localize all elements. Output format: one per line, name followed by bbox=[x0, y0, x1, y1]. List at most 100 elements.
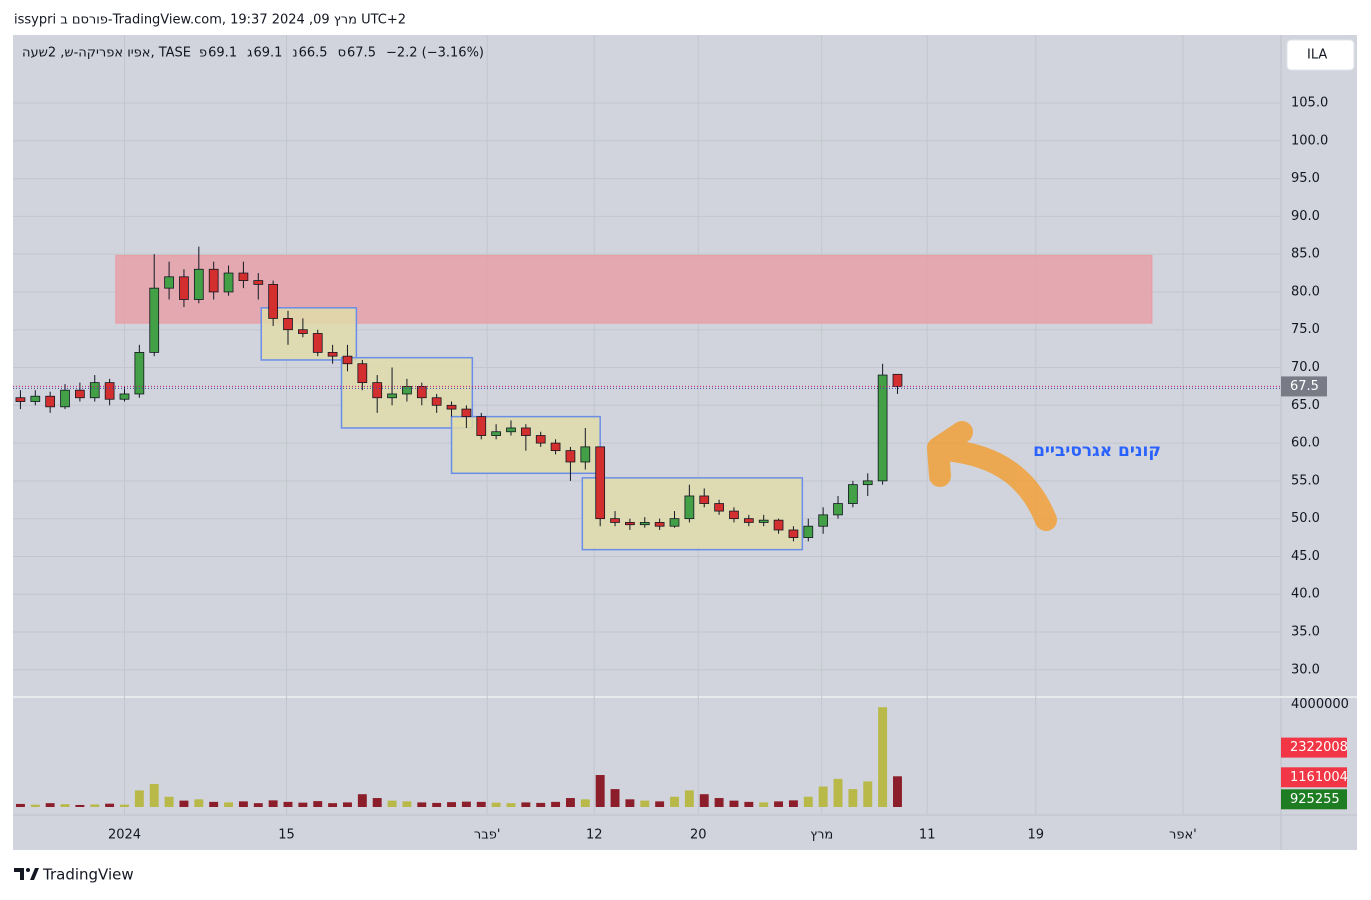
volume-bar bbox=[357, 794, 367, 807]
volume-bar bbox=[699, 794, 709, 807]
legend-item-label: פ bbox=[199, 46, 207, 61]
candle-body bbox=[788, 529, 799, 538]
footer-logo bbox=[14, 868, 39, 880]
candle-body bbox=[327, 351, 338, 357]
price-badge bbox=[1281, 376, 1327, 397]
volume-bar bbox=[878, 707, 888, 807]
volume-badge bbox=[1281, 789, 1347, 810]
y-tick-label: 55.0 bbox=[1291, 473, 1320, 488]
candle-body bbox=[372, 382, 383, 399]
candle-body bbox=[535, 435, 546, 444]
volume-bar bbox=[298, 802, 308, 807]
candle-body bbox=[104, 382, 115, 400]
volume-bar bbox=[818, 786, 828, 807]
currency-button[interactable] bbox=[1286, 39, 1355, 71]
volume-bar bbox=[134, 790, 144, 807]
volume-bar bbox=[744, 801, 754, 807]
volume-bar bbox=[209, 801, 219, 807]
x-tick-label: פבר' bbox=[474, 828, 501, 843]
legend-symbol: אפיו אפריקה-ש, 2שעה, TASE bbox=[22, 46, 191, 61]
candle-body bbox=[223, 272, 234, 293]
volume-badge bbox=[1281, 737, 1347, 758]
annotation: קונים אגרסיביים bbox=[1033, 441, 1161, 461]
candle-body bbox=[595, 446, 606, 520]
volume-badge-label: 925255 bbox=[1290, 792, 1340, 807]
candle-body bbox=[550, 442, 561, 452]
volume-bar bbox=[253, 803, 263, 807]
arrow-head bbox=[927, 421, 973, 487]
candle-body bbox=[75, 389, 85, 399]
candle-body bbox=[268, 283, 279, 319]
volume-bar bbox=[105, 803, 115, 807]
candle-body bbox=[253, 280, 264, 285]
volume-bar bbox=[714, 798, 724, 807]
legend-item-label: נ bbox=[292, 46, 297, 61]
candle-body bbox=[357, 363, 368, 384]
candle-body bbox=[654, 522, 665, 527]
volume-bar bbox=[565, 798, 575, 807]
volume-bar bbox=[803, 796, 813, 807]
candle-body bbox=[164, 276, 174, 289]
volume-bar bbox=[60, 804, 70, 807]
volume-bar bbox=[893, 776, 902, 807]
volume-tick-label: 4000000 bbox=[1291, 697, 1349, 712]
volume-bar bbox=[238, 801, 248, 807]
candle-body bbox=[134, 351, 145, 395]
volume-bar bbox=[536, 802, 546, 807]
y-tick-label: 90.0 bbox=[1291, 209, 1320, 224]
volume-bar bbox=[788, 800, 798, 807]
candle-body bbox=[342, 355, 353, 365]
footer-background bbox=[0, 851, 1371, 896]
candle-body bbox=[89, 382, 100, 399]
legend-change: −2.2 (−3.16%) bbox=[386, 46, 484, 61]
candle-body bbox=[580, 446, 591, 463]
candle-body bbox=[283, 317, 293, 331]
y-tick-label: 35.0 bbox=[1291, 625, 1320, 640]
volume-bar bbox=[75, 804, 85, 807]
volume-bar bbox=[461, 801, 471, 807]
candle-body bbox=[149, 287, 160, 353]
volume-bar bbox=[372, 798, 382, 807]
footer-brand: TradingView bbox=[42, 866, 134, 884]
volume-bar bbox=[15, 803, 25, 807]
candle-body bbox=[714, 503, 724, 512]
volume-badge-label: 2322008 bbox=[1290, 740, 1348, 755]
volume-bar bbox=[729, 800, 739, 807]
candle-body bbox=[30, 395, 41, 402]
volume-badge bbox=[1281, 767, 1347, 788]
volume-bar bbox=[670, 796, 679, 807]
volume-bar bbox=[90, 804, 100, 807]
candle-body bbox=[773, 519, 784, 531]
volume-bar bbox=[447, 802, 456, 807]
candle-body bbox=[848, 484, 858, 504]
candle-body bbox=[610, 518, 620, 523]
volume-bar bbox=[625, 799, 635, 807]
logo-dot bbox=[26, 868, 30, 872]
candle-body bbox=[446, 404, 457, 410]
candle-body bbox=[119, 393, 130, 400]
candle-body bbox=[193, 268, 204, 300]
candle-body bbox=[758, 519, 769, 523]
y-tick-label: 30.0 bbox=[1291, 662, 1320, 677]
volume-bar bbox=[640, 800, 650, 807]
volume-bar bbox=[491, 802, 501, 807]
y-tick-label: 100.0 bbox=[1291, 133, 1328, 148]
candle-body bbox=[520, 427, 531, 436]
candle-body bbox=[877, 374, 888, 482]
y-tick-label: 80.0 bbox=[1291, 284, 1320, 299]
volume-bar bbox=[595, 775, 605, 807]
x-tick-label: 20 bbox=[690, 828, 707, 843]
volume-bar bbox=[833, 778, 843, 807]
x-tick-label: 19 bbox=[1027, 828, 1044, 843]
volume-bar bbox=[521, 802, 531, 807]
volume-bar bbox=[313, 801, 323, 807]
volume-bar bbox=[45, 803, 55, 807]
volume-bar bbox=[179, 800, 189, 807]
currency-label[interactable]: ILA bbox=[1307, 48, 1327, 63]
volume-bar bbox=[120, 804, 129, 807]
y-tick-label: 85.0 bbox=[1291, 247, 1320, 262]
volume-bar bbox=[551, 801, 561, 807]
volume-bar bbox=[343, 802, 352, 807]
volume-bar bbox=[194, 799, 204, 807]
